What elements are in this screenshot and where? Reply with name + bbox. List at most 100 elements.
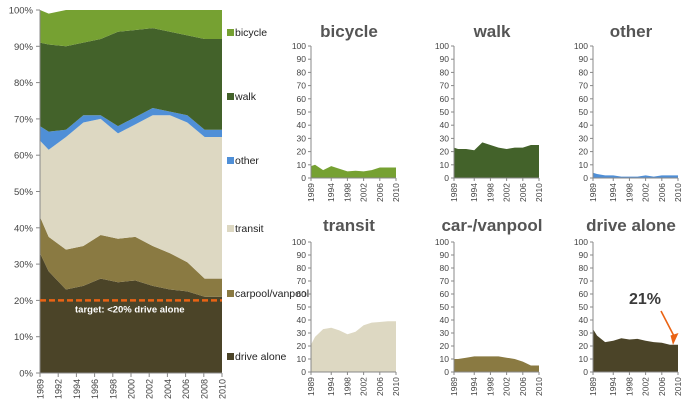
- small-y-tick-label: 100: [292, 41, 306, 51]
- small-y-tick-label: 80: [297, 67, 307, 77]
- small-y-tick-label: 90: [440, 250, 450, 260]
- legend-swatch-other: [227, 157, 234, 164]
- small-x-tick-label: 2006: [657, 377, 667, 396]
- small-y-tick-label: 100: [435, 41, 449, 51]
- legend-swatch-carpool: [227, 290, 234, 297]
- small-chart-other: other 0 10 20 30 40 50 60 70 80 90 100 1989 1994 1998 2…: [574, 22, 683, 202]
- small-area-walk: [454, 142, 539, 178]
- small-area-drive_alone: [593, 329, 678, 372]
- small-x-tick-label: 2002: [359, 377, 369, 396]
- small-y-tick-label: 60: [440, 94, 450, 104]
- main-x-tick-label: 2010: [218, 379, 228, 399]
- small-y-tick-label: 0: [301, 173, 306, 183]
- small-x-tick-label: 1989: [449, 377, 459, 396]
- small-chart-title: bicycle: [320, 22, 378, 41]
- small-y-tick-label: 70: [440, 276, 450, 286]
- main-y-tick-label: 30%: [14, 260, 34, 271]
- small-x-tick-label: 1994: [326, 377, 336, 396]
- small-y-tick-label: 50: [579, 302, 589, 312]
- small-x-tick-label: 1989: [588, 183, 598, 202]
- small-x-tick-label: 1998: [624, 377, 634, 396]
- small-y-tick-label: 70: [440, 81, 450, 91]
- small-y-tick-label: 30: [440, 328, 450, 338]
- main-area-drive_alone: [40, 253, 222, 373]
- small-chart-title: drive alone: [586, 216, 676, 235]
- small-x-tick-label: 2006: [375, 183, 385, 202]
- main-y-tick-label: 20%: [14, 296, 34, 307]
- small-x-tick-label: 1994: [608, 183, 618, 202]
- small-chart-title: transit: [323, 216, 375, 235]
- small-x-tick-label: 1994: [326, 183, 336, 202]
- small-y-tick-label: 10: [297, 354, 307, 364]
- small-y-tick-label: 20: [440, 341, 450, 351]
- main-y-tick-label: 70%: [14, 114, 34, 125]
- main-y-tick-label: 0%: [19, 369, 33, 380]
- small-y-tick-label: 40: [440, 120, 450, 130]
- legend-label-drive_alone: drive alone: [235, 351, 287, 363]
- small-y-tick-label: 30: [297, 133, 307, 143]
- small-chart-bicycle: bicycle 0 10 20 30 40 50 60 70 80 90 100 1989 1994 199…: [292, 22, 401, 202]
- small-x-tick-label: 2006: [518, 377, 528, 396]
- small-y-tick-label: 90: [297, 54, 307, 64]
- small-y-tick-label: 70: [579, 81, 589, 91]
- legend-label-other: other: [235, 155, 259, 167]
- small-y-tick-label: 30: [579, 328, 589, 338]
- main-y-tick-label: 60%: [14, 151, 34, 162]
- main-y-tick-label: 40%: [14, 223, 34, 234]
- main-area-carpool: [40, 216, 222, 297]
- small-chart-title: car-/vanpool: [441, 216, 542, 235]
- main-x-tick-label: 2004: [163, 379, 173, 399]
- small-x-tick-label: 2010: [534, 183, 544, 202]
- small-y-tick-label: 20: [297, 147, 307, 157]
- small-y-tick-label: 80: [579, 67, 589, 77]
- small-y-tick-label: 90: [579, 54, 589, 64]
- small-y-tick-label: 70: [297, 81, 307, 91]
- small-x-tick-label: 1989: [449, 183, 459, 202]
- small-x-tick-label: 1998: [342, 183, 352, 202]
- small-x-tick-label: 2002: [359, 183, 369, 202]
- small-y-tick-label: 70: [579, 276, 589, 286]
- small-y-tick-label: 60: [440, 289, 450, 299]
- small-y-tick-label: 20: [440, 147, 450, 157]
- small-area-other: [593, 172, 678, 178]
- small-y-tick-label: 80: [440, 67, 450, 77]
- small-y-tick-label: 80: [297, 263, 307, 273]
- small-x-tick-label: 2010: [673, 183, 683, 202]
- small-y-tick-label: 20: [579, 341, 589, 351]
- annotation-label: 21%: [629, 291, 661, 308]
- small-x-tick-label: 2006: [518, 183, 528, 202]
- small-y-tick-label: 50: [440, 302, 450, 312]
- legend-label-walk: walk: [234, 91, 257, 103]
- small-y-tick-label: 0: [583, 173, 588, 183]
- small-chart-carpool: car-/vanpool 0 10 20 30 40 50 60 70 80 90 100 1989 19…: [435, 216, 544, 396]
- small-y-tick-label: 10: [297, 160, 307, 170]
- small-area-transit: [311, 321, 396, 372]
- small-y-tick-label: 50: [440, 107, 450, 117]
- main-chart-legend: bicycle walk other transit carpool/vanpool dr…: [227, 27, 309, 363]
- small-x-tick-label: 2002: [641, 183, 651, 202]
- main-area-transit: [40, 115, 222, 279]
- main-y-tick-label: 10%: [14, 332, 34, 343]
- main-y-tick-label: 100%: [9, 6, 34, 17]
- small-x-tick-label: 2006: [375, 377, 385, 396]
- main-y-tick-label: 80%: [14, 78, 34, 89]
- legend-swatch-walk: [227, 93, 234, 100]
- small-y-tick-label: 30: [579, 133, 589, 143]
- small-y-tick-label: 40: [579, 120, 589, 130]
- legend-swatch-transit: [227, 225, 234, 232]
- small-y-tick-label: 20: [579, 147, 589, 157]
- small-y-tick-label: 50: [297, 107, 307, 117]
- small-x-tick-label: 2002: [502, 377, 512, 396]
- main-area-other: [40, 108, 222, 150]
- main-x-tick-label: 1989: [36, 379, 46, 399]
- small-y-tick-label: 10: [440, 160, 450, 170]
- small-chart-title: other: [610, 22, 653, 41]
- small-x-tick-label: 2002: [641, 377, 651, 396]
- small-y-tick-label: 80: [440, 263, 450, 273]
- main-x-tick-label: 1992: [54, 379, 64, 399]
- small-x-tick-label: 2010: [391, 183, 401, 202]
- main-x-tick-label: 2002: [145, 379, 155, 399]
- small-x-tick-label: 1994: [469, 377, 479, 396]
